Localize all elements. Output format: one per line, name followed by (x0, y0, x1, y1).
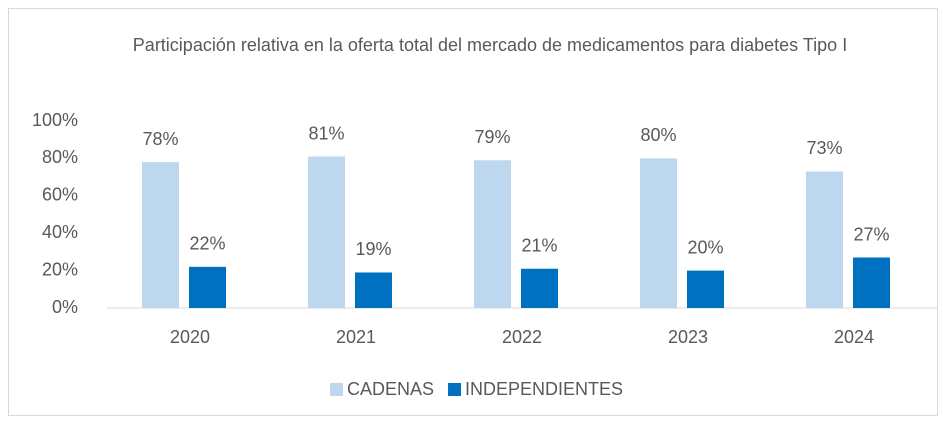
data-label: 20% (687, 237, 723, 257)
x-tick-label: 2024 (834, 327, 874, 347)
data-label: 79% (474, 127, 510, 147)
data-label: 19% (355, 239, 391, 259)
bar (355, 272, 392, 308)
x-tick-label: 2020 (170, 327, 210, 347)
bar (142, 162, 179, 308)
legend-swatch (330, 383, 343, 396)
bar (806, 171, 843, 308)
y-tick-label: 0% (52, 297, 78, 317)
y-tick-label: 40% (42, 222, 78, 242)
legend-label: CADENAS (347, 379, 434, 399)
data-label: 27% (853, 224, 889, 244)
bar (521, 268, 558, 308)
x-tick-label: 2021 (336, 327, 376, 347)
x-tick-label: 2023 (668, 327, 708, 347)
data-label: 80% (640, 125, 676, 145)
bar (640, 158, 677, 308)
bar (687, 270, 724, 308)
bar (474, 160, 511, 308)
y-tick-label: 100% (32, 110, 78, 130)
chart-title: Participación relativa en la oferta tota… (133, 35, 847, 55)
data-label: 81% (308, 123, 344, 143)
bar (308, 156, 345, 308)
bar (853, 257, 890, 308)
y-tick-label: 80% (42, 147, 78, 167)
data-label: 22% (189, 234, 225, 254)
data-label: 78% (142, 129, 178, 149)
bar (189, 266, 226, 308)
legend-swatch (448, 383, 462, 396)
data-label: 21% (521, 235, 557, 255)
legend-label: INDEPENDIENTES (465, 379, 623, 399)
data-label: 73% (806, 138, 842, 158)
y-tick-label: 60% (42, 185, 78, 205)
x-tick-label: 2022 (502, 327, 542, 347)
y-tick-label: 20% (42, 259, 78, 279)
